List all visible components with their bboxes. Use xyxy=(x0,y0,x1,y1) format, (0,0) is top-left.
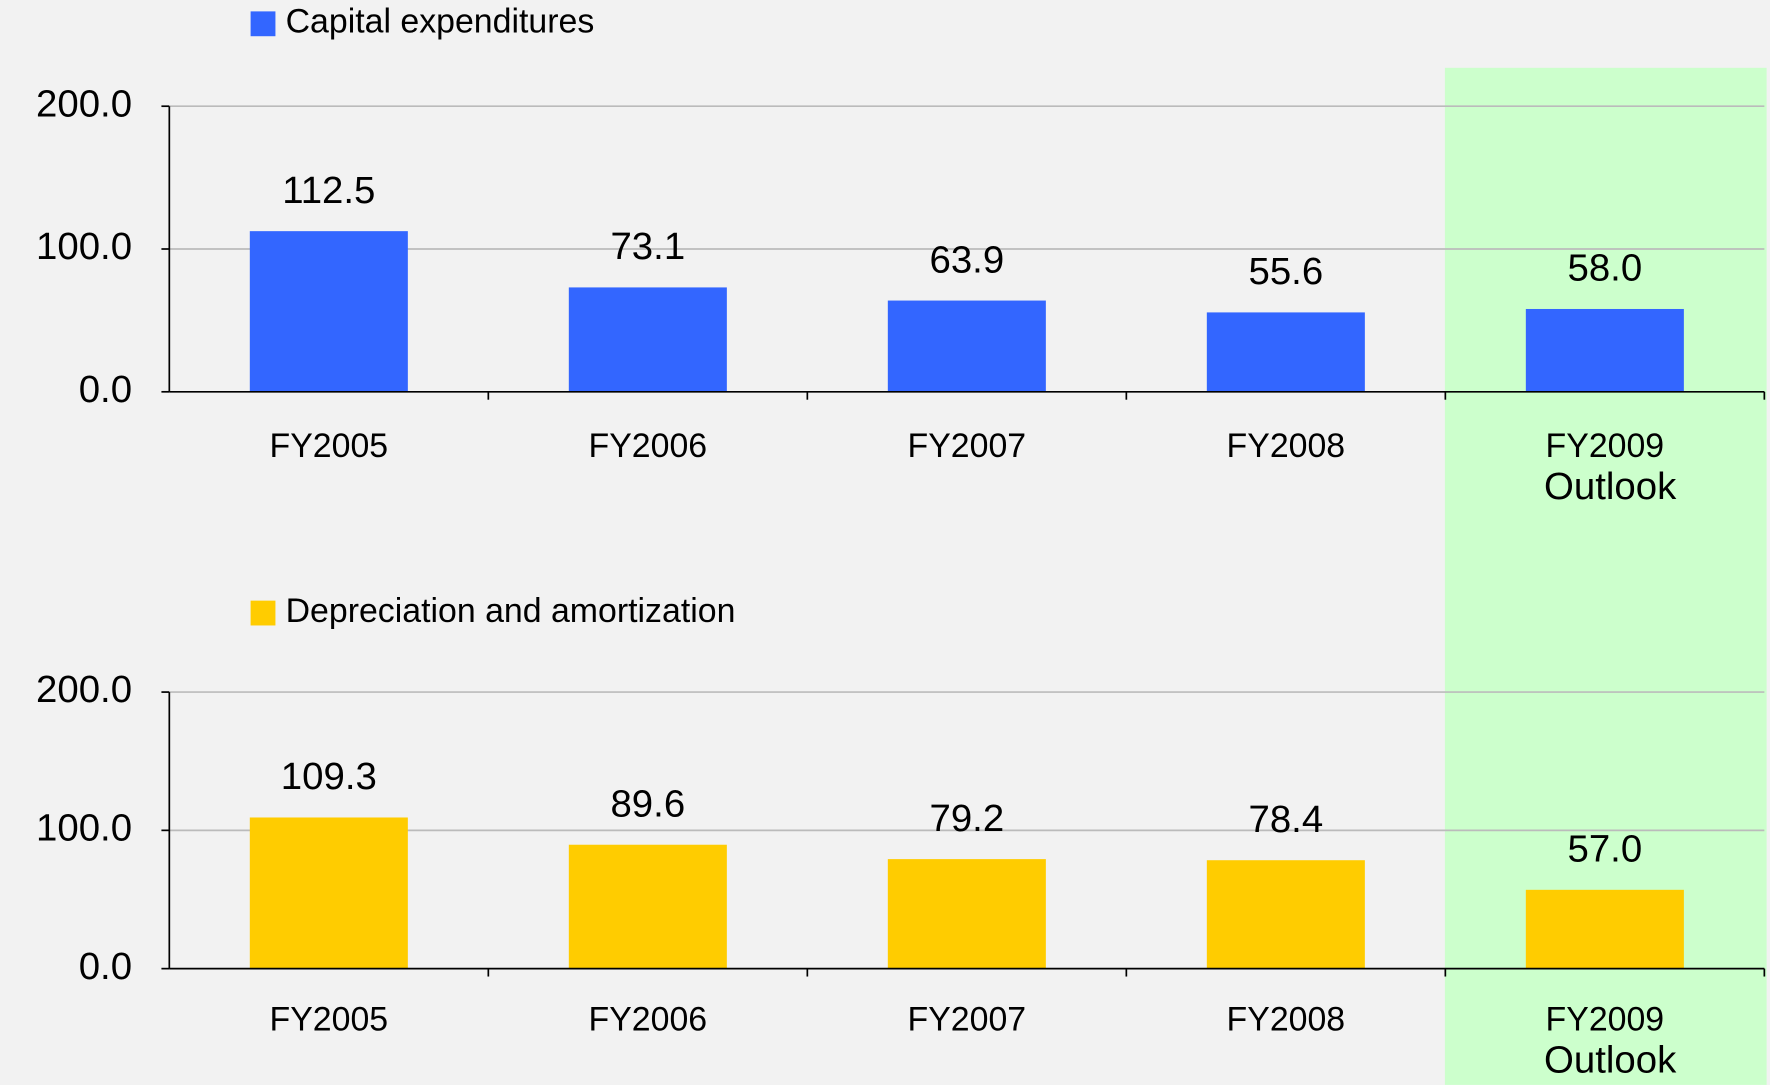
bar xyxy=(887,300,1046,392)
x-tick-label: FY2007 xyxy=(908,1001,1027,1039)
y-tick-label: 200.0 xyxy=(36,668,132,711)
bar xyxy=(1525,308,1684,392)
value-label: 109.3 xyxy=(281,755,377,798)
value-label: 89.6 xyxy=(610,782,685,825)
value-label: 79.2 xyxy=(929,797,1004,840)
x-tick-label: FY2009 Outlook xyxy=(1533,1001,1677,1082)
value-label: 63.9 xyxy=(929,238,1004,281)
value-label: 57.0 xyxy=(1568,828,1643,871)
bar xyxy=(249,817,408,969)
bar xyxy=(1206,860,1365,969)
x-tick-label: FY2006 xyxy=(589,427,708,465)
bar xyxy=(887,859,1046,969)
x-tick-label: FY2007 xyxy=(908,427,1027,465)
x-tick-label: FY2005 xyxy=(270,427,389,465)
bar xyxy=(568,287,727,392)
legend-label: Capital expenditures xyxy=(286,3,595,41)
x-tick-label: FY2005 xyxy=(270,1001,389,1039)
legend-swatch xyxy=(250,600,276,626)
y-tick-label: 200.0 xyxy=(36,82,132,125)
x-tick-label: FY2008 xyxy=(1227,1001,1346,1039)
bar xyxy=(1525,889,1684,969)
y-tick-label: 100.0 xyxy=(36,806,132,849)
value-label: 112.5 xyxy=(282,169,375,212)
legend-label: Depreciation and amortization xyxy=(286,592,736,630)
value-label: 78.4 xyxy=(1248,798,1323,841)
legend-swatch xyxy=(250,11,276,37)
x-tick-label: FY2006 xyxy=(589,1001,708,1039)
bar xyxy=(1206,312,1365,392)
y-tick-label: 0.0 xyxy=(79,368,132,411)
x-tick-label: FY2009 Outlook xyxy=(1533,427,1677,508)
value-label: 55.6 xyxy=(1248,250,1323,293)
y-tick-label: 100.0 xyxy=(36,225,132,268)
value-label: 73.1 xyxy=(610,225,685,268)
bar xyxy=(249,231,408,392)
value-label: 58.0 xyxy=(1568,247,1643,290)
x-tick-label: FY2008 xyxy=(1227,427,1346,465)
bar xyxy=(568,844,727,969)
y-tick-label: 0.0 xyxy=(79,945,132,988)
